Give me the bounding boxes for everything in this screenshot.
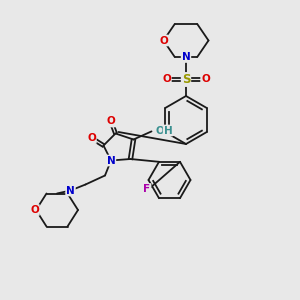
Text: N: N xyxy=(66,185,75,196)
Text: N: N xyxy=(106,155,116,166)
Text: H: H xyxy=(164,125,172,136)
Text: O: O xyxy=(159,35,168,46)
Text: N: N xyxy=(182,52,190,62)
Text: O: O xyxy=(162,74,171,85)
Text: S: S xyxy=(182,73,190,86)
Text: O: O xyxy=(30,205,39,215)
Text: O: O xyxy=(87,133,96,143)
Text: O: O xyxy=(106,116,116,127)
Text: OH: OH xyxy=(156,125,173,136)
Text: O: O xyxy=(201,74,210,85)
Text: F: F xyxy=(143,184,151,194)
